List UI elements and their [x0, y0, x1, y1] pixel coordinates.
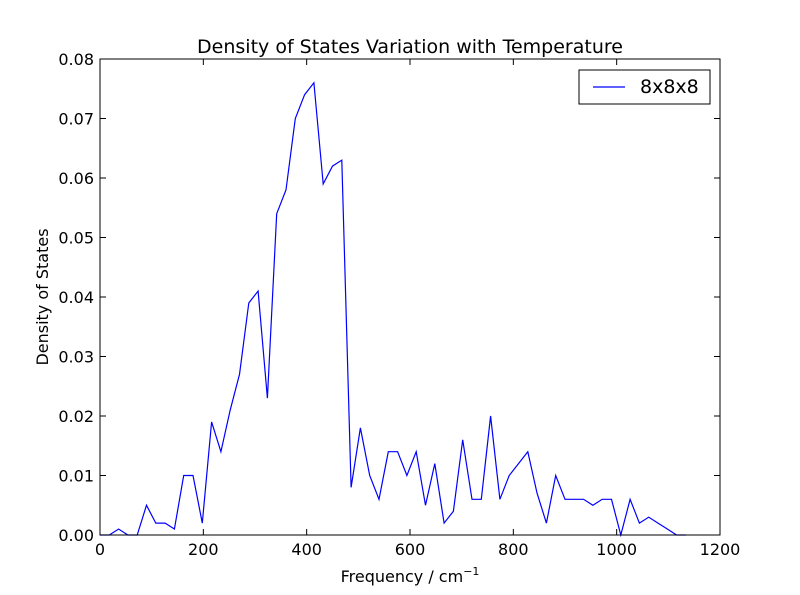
x-axis-label-text: Frequency / cm	[341, 567, 464, 586]
plot-area	[100, 59, 720, 535]
y-tick-label: 0.02	[58, 407, 94, 426]
x-tick-label: 200	[188, 540, 219, 559]
y-tick-label: 0.04	[58, 288, 94, 307]
y-tick-label: 0.07	[58, 110, 94, 129]
x-axis-label-exponent: −1	[463, 565, 479, 578]
legend-label-8x8x8: 8x8x8	[640, 76, 699, 98]
y-tick-label: 0.00	[58, 526, 94, 545]
y-tick-label: 0.03	[58, 348, 94, 367]
plot-frame	[99, 58, 721, 536]
y-axis-label: Density of States	[33, 228, 52, 365]
y-tick-label: 0.08	[58, 50, 94, 69]
x-tick-label: 0	[95, 540, 105, 559]
x-tick-label: 400	[291, 540, 322, 559]
x-axis-label: Frequency / cm−1	[341, 565, 480, 586]
x-tick-label: 1000	[596, 540, 637, 559]
y-tick-label: 0.05	[58, 229, 94, 248]
x-tick-label: 800	[498, 540, 529, 559]
y-tick-label: 0.01	[58, 467, 94, 486]
ticks-layer: 0 200 400 600 800 1000 1200 0.00 0.01 0.02 0.03 0.0…	[58, 50, 740, 559]
series-line-8x8x8	[100, 81, 686, 538]
x-tick-label: 1200	[700, 540, 741, 559]
x-tick-label: 600	[395, 540, 426, 559]
chart-title: Density of States Variation with Tempera…	[197, 36, 623, 58]
series-layer	[100, 81, 686, 538]
y-tick-label: 0.06	[58, 169, 94, 188]
legend: 8x8x8	[578, 69, 711, 105]
